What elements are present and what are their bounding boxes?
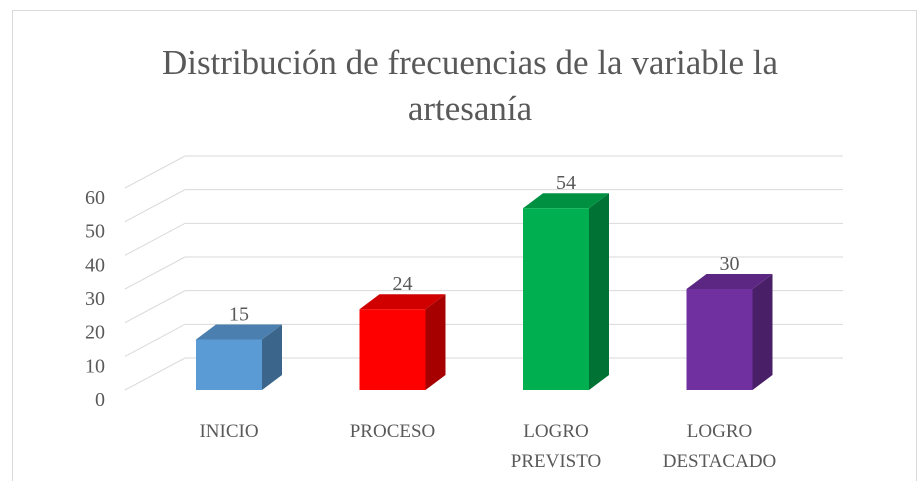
y-tick-label: 50 [85,221,105,243]
bar [523,193,609,390]
bar-top [359,294,446,310]
bar [196,324,282,390]
grid-line [124,357,843,391]
bar-side [752,274,773,390]
bar-top [686,274,773,289]
y-tick-label: 10 [85,355,105,377]
data-label: 30 [720,253,740,275]
data-label: 15 [229,304,249,326]
chart-border [12,10,917,481]
x-tick-label: LOGRO DESTACADO [662,421,777,472]
x-tick-label: PROCESO [349,421,436,442]
grid-line [124,290,843,324]
bar-top [196,324,282,340]
bar [359,294,446,390]
bar-front [686,289,753,390]
bar-front [196,339,262,390]
x-tick-label: LOGRO PREVISTO [510,421,602,472]
grid-line [124,323,843,357]
bar [686,274,773,390]
bar-top [523,193,609,209]
bar-front [523,208,589,390]
bar-side [589,193,609,390]
grid-line [124,189,843,223]
bar-side [262,324,282,390]
grid-line [124,222,843,256]
bar-front [359,309,426,390]
y-tick-label: 0 [95,389,105,411]
grid-line [124,256,843,290]
bar-side [425,294,446,390]
grid-line [124,155,843,189]
y-tick-label: 30 [85,288,105,310]
data-label: 54 [556,172,576,194]
chart-title: Distribución de frecuencias de la variab… [161,43,779,128]
y-tick-label: 40 [85,254,105,276]
y-tick-label: 20 [85,322,105,344]
x-tick-label: INICIO [199,421,259,442]
data-label: 24 [393,273,413,295]
y-tick-label: 60 [85,187,105,209]
